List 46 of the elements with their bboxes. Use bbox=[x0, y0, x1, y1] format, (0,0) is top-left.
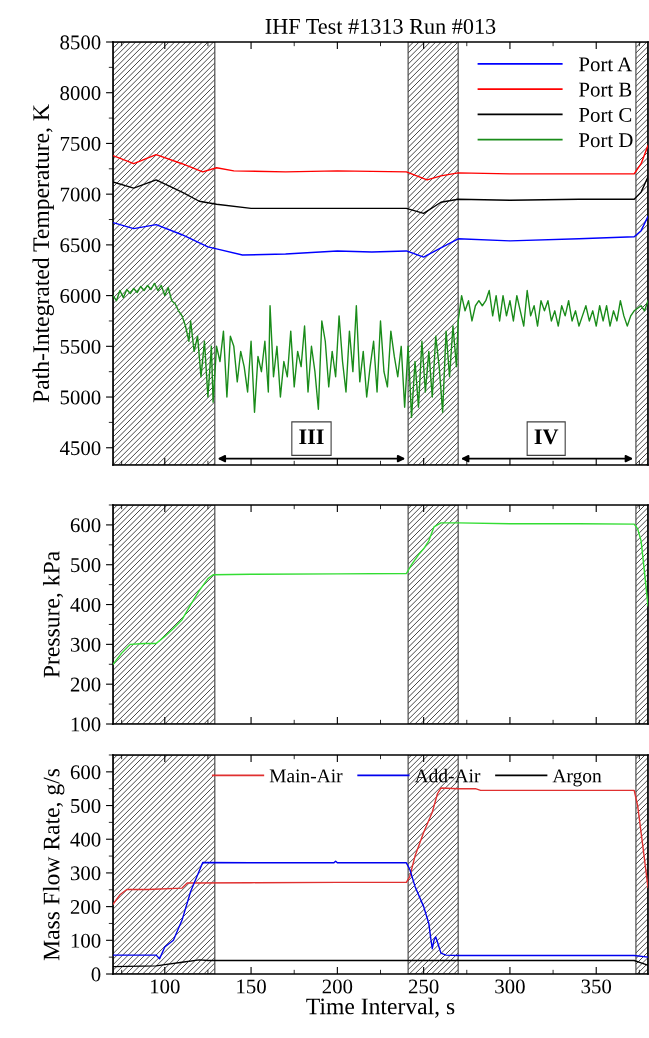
y-tick-label: 500 bbox=[71, 558, 101, 573]
y-tick-label: 7000 bbox=[60, 187, 101, 202]
x-tick-label: 150 bbox=[237, 979, 266, 994]
y-tick-label: 300 bbox=[70, 637, 101, 652]
y-tick-label: 200 bbox=[70, 677, 101, 692]
line-series bbox=[113, 522, 648, 665]
y-tick-label: 8000 bbox=[60, 86, 101, 101]
y-tick-label: 6500 bbox=[60, 238, 101, 253]
y-tick-label: 100 bbox=[71, 717, 101, 732]
y-tick-label: 8500 bbox=[60, 35, 101, 50]
legend-label: Argon bbox=[552, 769, 602, 787]
y-tick-label: 400 bbox=[70, 597, 101, 612]
y-tick-label: 300 bbox=[70, 866, 101, 881]
y-tick-label: 0 bbox=[91, 967, 101, 982]
annotation: IV bbox=[534, 429, 559, 445]
y-tick-label: 5500 bbox=[60, 339, 101, 354]
y-tick-label: 500 bbox=[71, 798, 101, 813]
y-tick-label: 400 bbox=[70, 832, 101, 847]
annotation: III bbox=[299, 429, 324, 444]
y-axis-title: Path-Integrated Temperature, K bbox=[32, 104, 54, 403]
y-tick-label: 6000 bbox=[60, 288, 101, 304]
chart-title: IHF Test #1313 Run #013 bbox=[265, 18, 496, 34]
legend-label: Port A bbox=[579, 57, 633, 72]
line-series bbox=[113, 282, 648, 419]
x-tick-label: 350 bbox=[581, 979, 612, 994]
line-series bbox=[113, 215, 648, 258]
y-axis-title: Pressure, kPa bbox=[42, 551, 63, 678]
y-tick-label: 7500 bbox=[60, 136, 101, 151]
legend-label: Main-Air bbox=[269, 769, 343, 783]
legend-label: Port D bbox=[579, 133, 633, 148]
line-series bbox=[113, 787, 648, 905]
legend-label: Port C bbox=[579, 107, 632, 122]
legend-label: Port B bbox=[579, 82, 632, 97]
y-tick-label: 100 bbox=[71, 933, 101, 948]
x-tick-label: 250 bbox=[408, 979, 439, 994]
y-tick-label: 600 bbox=[70, 765, 101, 780]
x-tick-label: 200 bbox=[322, 979, 353, 994]
x-tick-label: 100 bbox=[150, 979, 180, 994]
x-axis-title: Time Interval, s bbox=[306, 997, 455, 1018]
y-axis-title: Mass Flow Rate, g/s bbox=[42, 768, 65, 961]
y-tick-label: 5000 bbox=[60, 390, 101, 405]
x-tick-label: 300 bbox=[495, 979, 525, 994]
line-series bbox=[113, 860, 648, 960]
y-tick-label: 600 bbox=[70, 518, 101, 533]
y-tick-label: 200 bbox=[70, 899, 101, 915]
y-tick-label: 4500 bbox=[59, 441, 101, 456]
